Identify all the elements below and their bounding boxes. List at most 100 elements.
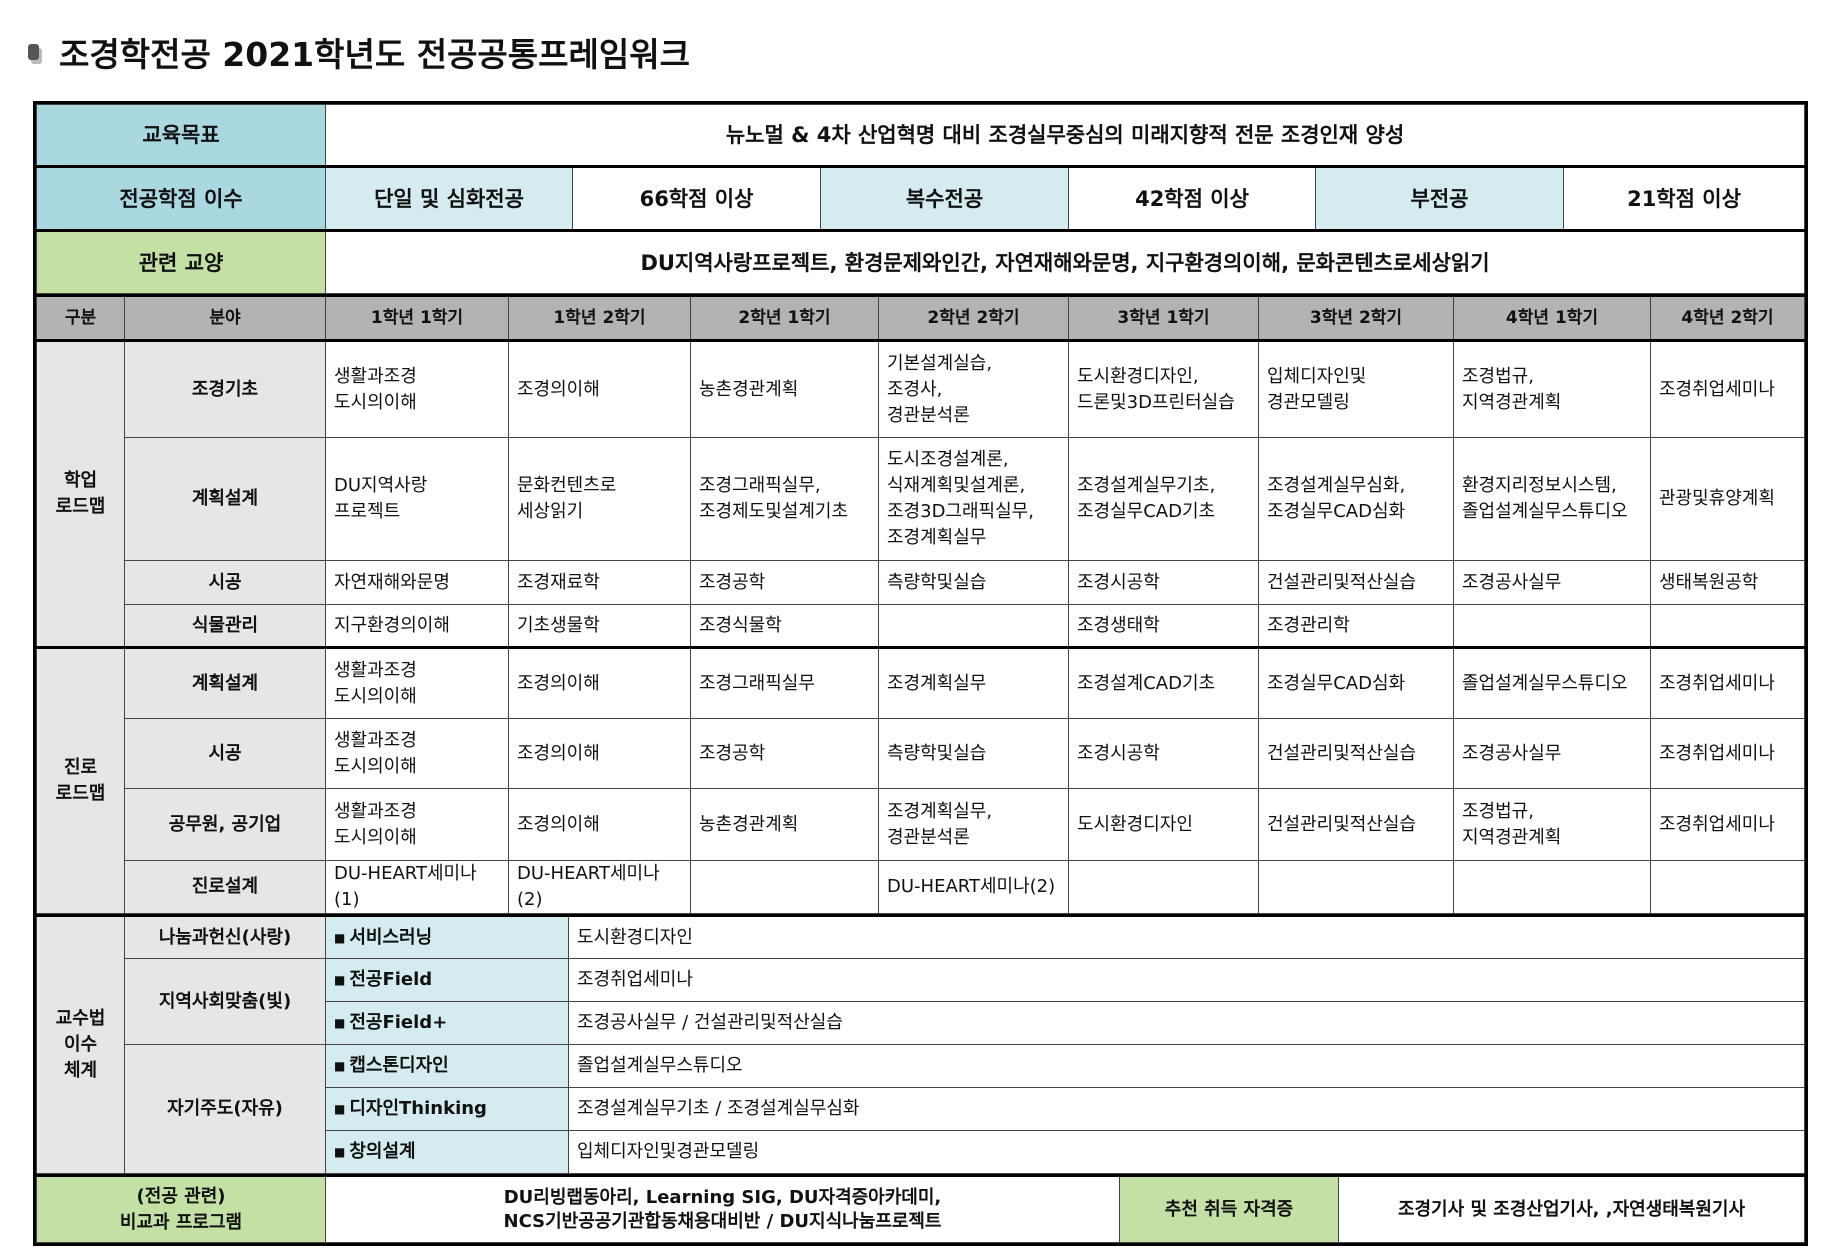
credits-label: 전공학점 이수 [36, 166, 326, 231]
teaching-method: ■ 창의설계 [325, 1130, 569, 1174]
course-cell: 조경취업세미나 [1650, 788, 1805, 861]
teaching-row: ■ 디자인Thinking 조경설계실무기초 / 조경설계실무심화 [37, 1087, 1805, 1131]
field-label: 계획설계 [124, 437, 326, 561]
course-cell: 조경계획실무 [878, 647, 1069, 719]
course-cell: 조경그래픽실무, 조경제도및설계기초 [690, 437, 879, 561]
section-label: 학업 로드맵 [36, 340, 125, 648]
course-cell: 조경공학 [690, 718, 879, 789]
course-cell: 도시환경디자인, 드론및3D프린터실습 [1068, 340, 1259, 438]
teaching-courses: 조경취업세미나 [568, 958, 1805, 1002]
roadmap-table: 구분 분야 1학년 1학기 1학년 2학기 2학년 1학기 2학년 2학기 3학년 1학기 3… [36, 294, 1805, 914]
course-cell: 조경취업세미나 [1650, 340, 1805, 438]
course-cell: 생활과조경 도시의이해 [325, 340, 509, 438]
course-cell: 조경관리학 [1258, 604, 1454, 648]
semester-header: 3학년 1학기 [1068, 295, 1259, 341]
course-cell: 조경시공학 [1068, 560, 1259, 605]
semester-header: 2학년 1학기 [690, 295, 879, 341]
goal-value: 뉴노멀 & 4차 산업혁명 대비 조경실무중심의 미래지향적 전문 조경인재 양… [325, 104, 1805, 167]
bullet-icon [28, 44, 39, 60]
square-bullet-icon: ■ [334, 1059, 346, 1073]
semester-header: 1학년 2학기 [508, 295, 691, 341]
course-cell: 조경의이해 [508, 340, 691, 438]
method-name: 서비스러닝 [349, 926, 433, 948]
course-cell [1650, 860, 1805, 914]
course-cell: 조경설계CAD기초 [1068, 647, 1259, 719]
teaching-courses: 도시환경디자인 [568, 915, 1805, 959]
course-cell: 농촌경관계획 [690, 340, 879, 438]
goal-row: 교육목표 뉴노멀 & 4차 산업혁명 대비 조경실무중심의 미래지향적 전문 조… [36, 104, 1805, 167]
teaching-row: 교수법 이수 체계 나눔과헌신(사랑) ■ 서비스러닝 도시환경디자인 [36, 915, 1805, 1174]
course-cell [878, 604, 1069, 648]
roadmap-row: 시공 자연재해와문명 조경재료학 조경공학 측량학및실습 조경시공학 건설관리및적산실습 조경… [37, 560, 1805, 605]
teaching-method: ■ 서비스러닝 [325, 915, 569, 959]
course-cell: DU지역사랑 프로젝트 [325, 437, 509, 561]
credit-type: 복수전공 [820, 166, 1069, 231]
teaching-label: 교수법 이수 체계 [36, 915, 125, 1174]
teaching-group: 자기주도(자유) [124, 1044, 326, 1174]
liberal-label: 관련 교양 [36, 230, 326, 294]
square-bullet-icon: ■ [334, 1145, 346, 1159]
teaching-courses: 조경공사실무 / 건설관리및적산실습 [568, 1001, 1805, 1045]
course-cell: 조경설계실무기초, 조경실무CAD기초 [1068, 437, 1259, 561]
field-label: 진로설계 [124, 860, 326, 914]
semester-header: 4학년 2학기 [1650, 295, 1805, 341]
teaching-courses: 조경설계실무기초 / 조경설계실무심화 [568, 1087, 1805, 1131]
teaching-row: 지역사회맞춤(빛) ■ 전공Field 조경취업세미나 [37, 958, 1805, 1045]
square-bullet-icon: ■ [334, 1016, 346, 1030]
credit-value: 21학점 이상 [1563, 166, 1805, 231]
extra-table: (전공 관련) 비교과 프로그램 DU리빙랩동아리, Learning SIG,… [36, 1174, 1805, 1243]
course-cell: 생활과조경 도시의이해 [325, 788, 509, 861]
course-cell: 조경의이해 [508, 647, 691, 719]
liberal-value: DU지역사랑프로젝트, 환경문제와인간, 자연재해와문명, 지구환경의이해, 문… [325, 230, 1805, 294]
extra-row: (전공 관련) 비교과 프로그램 DU리빙랩동아리, Learning SIG,… [36, 1175, 1805, 1243]
course-cell: 도시조경설계론, 식재계획및설계론, 조경3D그래픽실무, 조경계획실무 [878, 437, 1069, 561]
cert-label: 추천 취득 자격증 [1119, 1175, 1339, 1243]
teaching-method: ■ 전공Field [325, 958, 569, 1002]
method-name: 창의설계 [349, 1141, 416, 1162]
course-cell: DU-HEART세미나(2) [508, 860, 691, 914]
field-label: 계획설계 [124, 647, 326, 719]
semester-header: 1학년 1학기 [325, 295, 509, 341]
teaching-method: ■ 전공Field+ [325, 1001, 569, 1045]
course-cell [1258, 860, 1454, 914]
credit-type: 단일 및 심화전공 [325, 166, 573, 231]
roadmap-row: 진로설계 DU-HEART세미나(1) DU-HEART세미나(2) DU-HEART… [37, 860, 1805, 914]
course-cell: 건설관리및적산실습 [1258, 788, 1454, 861]
course-cell: 조경그래픽실무 [690, 647, 879, 719]
semester-header: 2학년 2학기 [878, 295, 1069, 341]
course-cell: 지구환경의이해 [325, 604, 509, 648]
square-bullet-icon: ■ [334, 1102, 346, 1116]
course-cell: 문화컨텐츠로 세상읽기 [508, 437, 691, 561]
course-cell: 관광및휴양계획 [1650, 437, 1805, 561]
semester-header: 3학년 2학기 [1258, 295, 1454, 341]
roadmap-row: 계획설계 DU지역사랑 프로젝트 문화컨텐츠로 세상읽기 조경그래픽실무, 조경제도및… [37, 437, 1805, 561]
course-cell: 조경법규, 지역경관계획 [1453, 788, 1651, 861]
course-cell: 졸업설계실무스튜디오 [1453, 647, 1651, 719]
course-cell: 조경공사실무 [1453, 560, 1651, 605]
course-cell [1453, 604, 1651, 648]
page-title: 조경학전공 2021학년도 전공공통프레임워크 [59, 35, 690, 74]
course-cell: 조경취업세미나 [1650, 647, 1805, 719]
teaching-row: ■ 창의설계 입체디자인및경관모델링 [37, 1130, 1805, 1174]
field-label: 식물관리 [124, 604, 326, 648]
course-cell: 생활과조경 도시의이해 [325, 647, 509, 719]
header-cell: 분야 [124, 295, 326, 341]
field-label: 시공 [124, 718, 326, 789]
method-name: 전공Field+ [349, 1012, 448, 1033]
extra-value: DU리빙랩동아리, Learning SIG, DU자격증아카데미, NCS기반… [325, 1175, 1120, 1243]
square-bullet-icon: ■ [334, 930, 346, 945]
teaching-group: 지역사회맞춤(빛) [124, 958, 326, 1045]
cert-value: 조경기사 및 조경산업기사, ,자연생태복원기사 [1338, 1175, 1805, 1243]
course-cell: 기본설계실습, 조경사, 경관분석론 [878, 340, 1069, 438]
roadmap-row: 진로 로드맵 계획설계 생활과조경 도시의이해 조경의이해 조경그래픽실무 조경계획실무 조… [36, 647, 1805, 914]
course-cell: 조경실무CAD심화 [1258, 647, 1454, 719]
course-cell: 건설관리및적산실습 [1258, 718, 1454, 789]
course-cell: 기초생물학 [508, 604, 691, 648]
course-cell: 조경공학 [690, 560, 879, 605]
teaching-courses: 졸업설계실무스튜디오 [568, 1044, 1805, 1088]
credits-row: 전공학점 이수 단일 및 심화전공 66학점 이상 복수전공 42학점 이상 부… [36, 166, 1805, 231]
course-cell [1453, 860, 1651, 914]
course-cell: 농촌경관계획 [690, 788, 879, 861]
roadmap-row: 식물관리 지구환경의이해 기초생물학 조경식물학 조경생태학 조경관리학 [37, 604, 1805, 648]
course-cell: 조경공사실무 [1453, 718, 1651, 789]
